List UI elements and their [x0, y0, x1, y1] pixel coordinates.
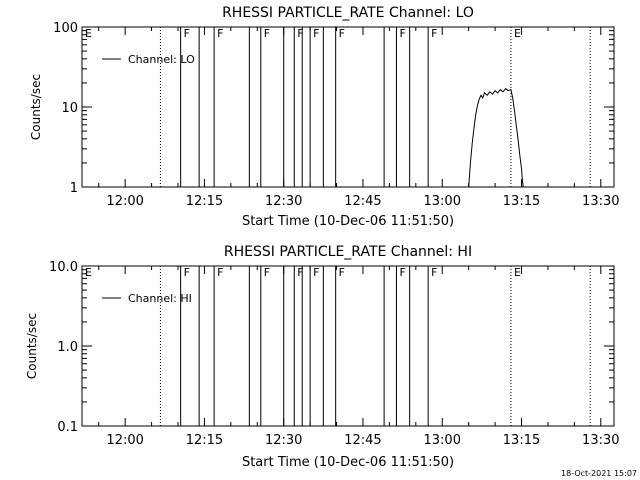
- flag-label: F: [264, 27, 270, 40]
- x-tick-label: 12:15: [186, 194, 223, 209]
- flag-label: F: [184, 27, 190, 40]
- flag-label: F: [297, 266, 303, 279]
- footer-timestamp: 18-Oct-2021 15:07: [561, 469, 637, 478]
- x-axis-label: Start Time (10-Dec-06 11:51:50): [242, 455, 454, 470]
- flag-label: F: [297, 27, 303, 40]
- flag-label: F: [217, 27, 223, 40]
- data-series: [468, 87, 524, 188]
- x-tick-label: 12:00: [106, 194, 143, 209]
- flag-label: E: [85, 27, 92, 40]
- x-tick-label: 13:00: [424, 433, 461, 448]
- flag-label: F: [313, 27, 319, 40]
- plot-frame: [81, 26, 615, 188]
- series-line: [468, 87, 524, 188]
- y-tick-label: 10.0: [49, 260, 78, 275]
- x-tick-label: 12:15: [186, 433, 223, 448]
- flag-label: E: [514, 266, 521, 279]
- y-tick-label: 10: [61, 101, 78, 116]
- legend-label: Channel: LO: [128, 53, 195, 66]
- y-tick-label: 1.0: [57, 340, 78, 355]
- flag-label: F: [184, 266, 190, 279]
- x-axis: 12:00 12:15 12:30 12:45 13:00 13:15 13:30: [98, 266, 620, 448]
- flag-label: F: [399, 27, 405, 40]
- chart-title: RHESSI PARTICLE_RATE Channel: LO: [222, 5, 474, 21]
- legend: Channel: HI: [102, 292, 192, 305]
- y-axis-label: Counts/sec: [25, 313, 39, 379]
- chart-title: RHESSI PARTICLE_RATE Channel: HI: [224, 244, 472, 260]
- flag-label: E: [514, 27, 521, 40]
- flag-label: F: [313, 266, 319, 279]
- x-tick-label: 12:30: [265, 433, 302, 448]
- y-tick-label: 1: [70, 181, 78, 196]
- flag-label: F: [264, 266, 270, 279]
- x-tick-label: 12:45: [344, 433, 381, 448]
- flag-label: F: [431, 27, 437, 40]
- x-tick-label: 13:15: [503, 433, 540, 448]
- y-axis-label: Counts/sec: [29, 74, 43, 140]
- flag-label: F: [339, 27, 345, 40]
- x-tick-label: 13:30: [582, 194, 619, 209]
- flag-label: F: [339, 266, 345, 279]
- x-tick-label: 12:45: [344, 194, 381, 209]
- flag-label: F: [431, 266, 437, 279]
- x-tick-label: 13:00: [424, 194, 461, 209]
- y-axis: 1 10 100: [53, 21, 614, 196]
- flag-label: F: [217, 266, 223, 279]
- legend-label: Channel: HI: [128, 292, 192, 305]
- x-tick-label: 13:15: [503, 194, 540, 209]
- y-tick-label: 0.1: [57, 420, 78, 435]
- x-tick-label: 12:00: [106, 433, 143, 448]
- y-tick-label: 100: [53, 21, 78, 36]
- x-axis-label: Start Time (10-Dec-06 11:51:50): [242, 214, 454, 229]
- flag-label: F: [399, 266, 405, 279]
- x-tick-label: 12:30: [265, 194, 302, 209]
- y-axis: 0.1 1.0 10.0: [49, 260, 614, 435]
- plot-frame: [81, 265, 615, 427]
- x-tick-label: 13:30: [582, 433, 619, 448]
- legend: Channel: LO: [102, 53, 195, 66]
- flag-label: E: [85, 266, 92, 279]
- x-axis: 12:00 12:15 12:30 12:45 13:00 13:15 13:30: [98, 27, 620, 209]
